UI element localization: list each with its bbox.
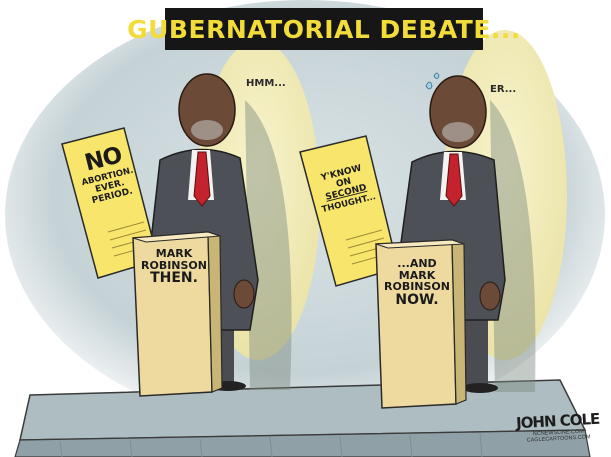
title-banner: GUBERNATORIAL DEBATE... bbox=[127, 8, 520, 50]
left-podium-text: MARK ROBINSON THEN. bbox=[138, 248, 210, 286]
left-podium-line3: THEN. bbox=[150, 270, 198, 287]
left-tie bbox=[193, 151, 211, 207]
right-podium-line4: NOW. bbox=[395, 291, 439, 308]
stage-front bbox=[14, 429, 591, 457]
right-speech: ER... bbox=[490, 84, 517, 95]
cartoon-title: GUBERNATORIAL DEBATE... bbox=[127, 14, 521, 44]
left-speech: HMM... bbox=[246, 78, 286, 89]
right-podium-shape bbox=[375, 239, 467, 409]
artist-signature: JOHN COLE NCNEWSLINE.COM CAGLECARTOONS.C… bbox=[511, 410, 604, 445]
right-podium-line3: ROBINSON bbox=[384, 280, 450, 294]
left-podium-line1: MARK bbox=[155, 247, 193, 260]
right-tie bbox=[445, 153, 463, 207]
left-podium-line2: ROBINSON bbox=[141, 258, 207, 272]
right-podium-text: ...AND MARK ROBINSON NOW. bbox=[380, 258, 454, 307]
right-podium-line1: ...AND bbox=[397, 257, 437, 270]
sweat-drops bbox=[425, 72, 440, 90]
stage-planks bbox=[59, 432, 483, 457]
right-podium-line2: MARK bbox=[398, 268, 436, 282]
left-podium-shape bbox=[132, 231, 223, 397]
